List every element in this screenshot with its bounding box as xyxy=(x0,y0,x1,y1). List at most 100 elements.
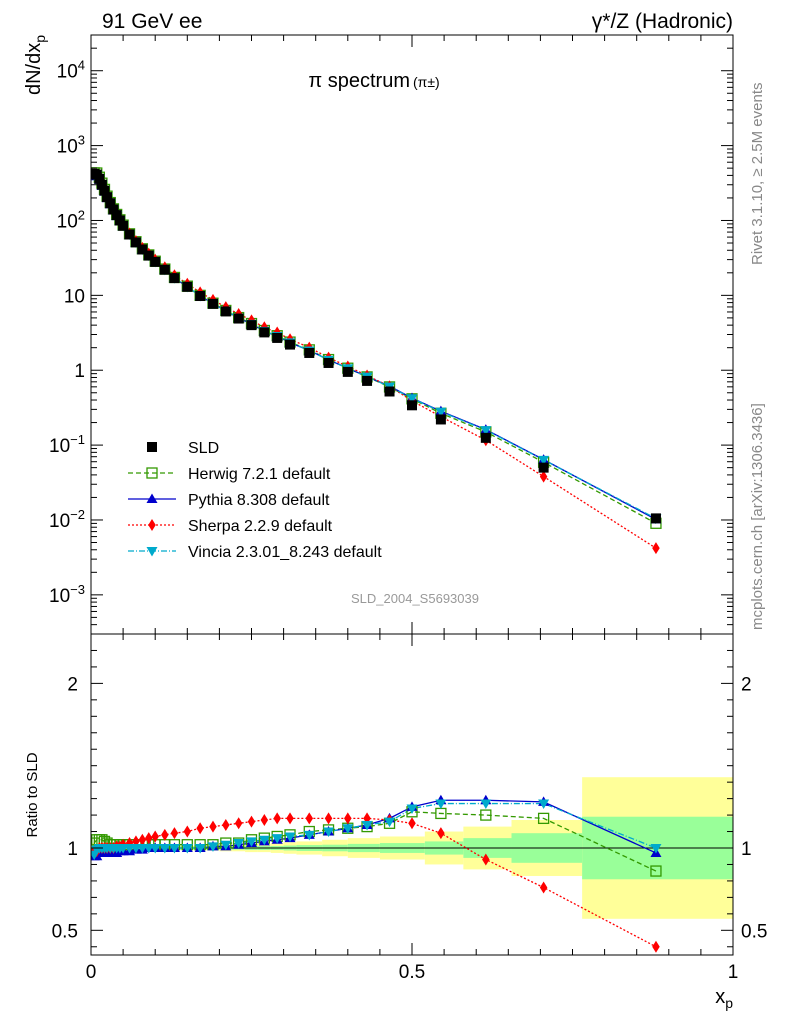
marker-triangle-down xyxy=(168,844,180,854)
side-label-rivet: Rivet 3.1.10, ≥ 2.5M events xyxy=(749,83,766,266)
marker-triangle-down xyxy=(194,844,206,854)
marker-triangle-down xyxy=(246,837,257,847)
marker-square xyxy=(384,386,395,397)
marker-triangle-down xyxy=(181,844,193,854)
marker-diamond xyxy=(286,812,294,825)
chart-title-suffix: (π±) xyxy=(413,74,440,90)
marker-square xyxy=(342,366,353,377)
marker-triangle-down xyxy=(323,827,335,838)
main-y-axis-label: dN/dxp xyxy=(23,35,48,95)
ratio-y-tick-label-right: 0.5 xyxy=(741,921,767,942)
marker-square xyxy=(108,204,119,215)
marker-triangle-down xyxy=(159,844,171,854)
marker-square xyxy=(105,198,116,209)
marker-triangle-down xyxy=(342,824,354,834)
legend-label: Sherpa 2.2.9 default xyxy=(188,518,333,535)
x-label-text: xp xyxy=(715,986,733,1011)
ratio-y-tick-label: 0.5 xyxy=(52,921,78,942)
marker-square xyxy=(246,320,257,331)
marker-square xyxy=(195,291,206,302)
header-right-label: γ*/Z (Hadronic) xyxy=(592,10,733,33)
main-panel-lines xyxy=(94,172,657,549)
legend-label: Pythia 8.308 default xyxy=(188,492,330,509)
ratio-y-tick-label: 1 xyxy=(67,839,78,860)
marker-square xyxy=(150,256,161,267)
marker-triangle-down xyxy=(258,835,270,846)
marker-square xyxy=(272,332,283,343)
marker-square xyxy=(169,273,180,284)
marker-triangle-down xyxy=(149,844,161,854)
marker-diamond xyxy=(145,832,153,845)
marker-square xyxy=(285,339,296,350)
marker-diamond xyxy=(344,812,352,825)
marker-triangle-up xyxy=(146,493,158,503)
marker-diamond xyxy=(482,853,490,866)
marker-diamond xyxy=(539,470,548,483)
marker-diamond xyxy=(324,812,333,825)
marker-square xyxy=(99,185,110,196)
main-y-tick-label: 102 xyxy=(57,207,85,232)
marker-square xyxy=(435,414,446,425)
marker-open-square xyxy=(146,467,158,479)
main-y-label-text: dN/dxp xyxy=(23,35,48,95)
marker-triangle-down xyxy=(480,426,492,436)
ratio-y-tick-label-right: 2 xyxy=(741,674,752,695)
marker-square xyxy=(650,513,661,524)
marker-triangle-down xyxy=(480,799,492,810)
x-axis-label: xp xyxy=(715,986,733,1011)
marker-diamond xyxy=(209,820,217,833)
marker-square xyxy=(304,347,315,358)
marker-triangle-down xyxy=(207,842,219,852)
legend-label: SLD xyxy=(188,440,219,457)
main-y-tick-label: 10−2 xyxy=(49,507,85,532)
marker-triangle-down xyxy=(233,839,245,849)
marker-square xyxy=(480,432,491,443)
x-tick-label: 1 xyxy=(728,962,739,983)
marker-diamond xyxy=(196,822,204,835)
marker-triangle-down xyxy=(384,817,396,828)
marker-square xyxy=(124,229,135,240)
marker-diamond xyxy=(539,881,548,894)
marker-diamond xyxy=(161,828,169,841)
marker-square xyxy=(114,215,125,226)
marker-diamond xyxy=(234,817,243,830)
marker-diamond xyxy=(247,815,256,828)
marker-diamond xyxy=(408,817,416,830)
marker-diamond xyxy=(260,814,269,827)
marker-square xyxy=(407,400,417,411)
legend: SLD Herwig 7.2.1 default Pythia 8.308 defa… xyxy=(128,440,382,561)
marker-triangle-down xyxy=(650,844,662,854)
marker-triangle-down xyxy=(361,820,373,831)
marker-square xyxy=(538,462,549,473)
marker-triangle-down xyxy=(146,547,158,557)
legend-label: Vincia 2.3.01_8.243 default xyxy=(188,544,382,561)
side-label-mcplots: mcplots.cern.ch [arXiv:1306.3436] xyxy=(749,403,766,630)
marker-diamond xyxy=(273,812,281,825)
marker-triangle-down xyxy=(220,840,232,851)
marker-square xyxy=(102,192,113,203)
marker-diamond xyxy=(652,542,660,555)
marker-triangle-down xyxy=(435,799,447,810)
marker-square xyxy=(182,281,193,292)
ratio-panel-markers xyxy=(91,794,662,953)
marker-square xyxy=(362,375,373,386)
marker-square xyxy=(220,306,231,317)
main-panel-markers xyxy=(91,167,662,555)
marker-triangle-down xyxy=(538,455,550,466)
ratio-y-axis-label: Ratio to SLD xyxy=(24,752,41,837)
marker-square xyxy=(130,237,141,248)
marker-triangle-down xyxy=(271,834,283,844)
axes xyxy=(90,34,734,956)
marker-diamond xyxy=(148,519,156,531)
marker-square xyxy=(207,298,218,309)
marker-triangle-down xyxy=(538,799,550,810)
marker-square xyxy=(233,313,244,324)
marker-triangle-down xyxy=(435,407,447,418)
series-line xyxy=(94,172,657,524)
marker-triangle-down xyxy=(406,804,418,814)
marker-diamond xyxy=(652,940,660,953)
marker-square xyxy=(118,220,129,231)
marker-square xyxy=(111,210,122,221)
